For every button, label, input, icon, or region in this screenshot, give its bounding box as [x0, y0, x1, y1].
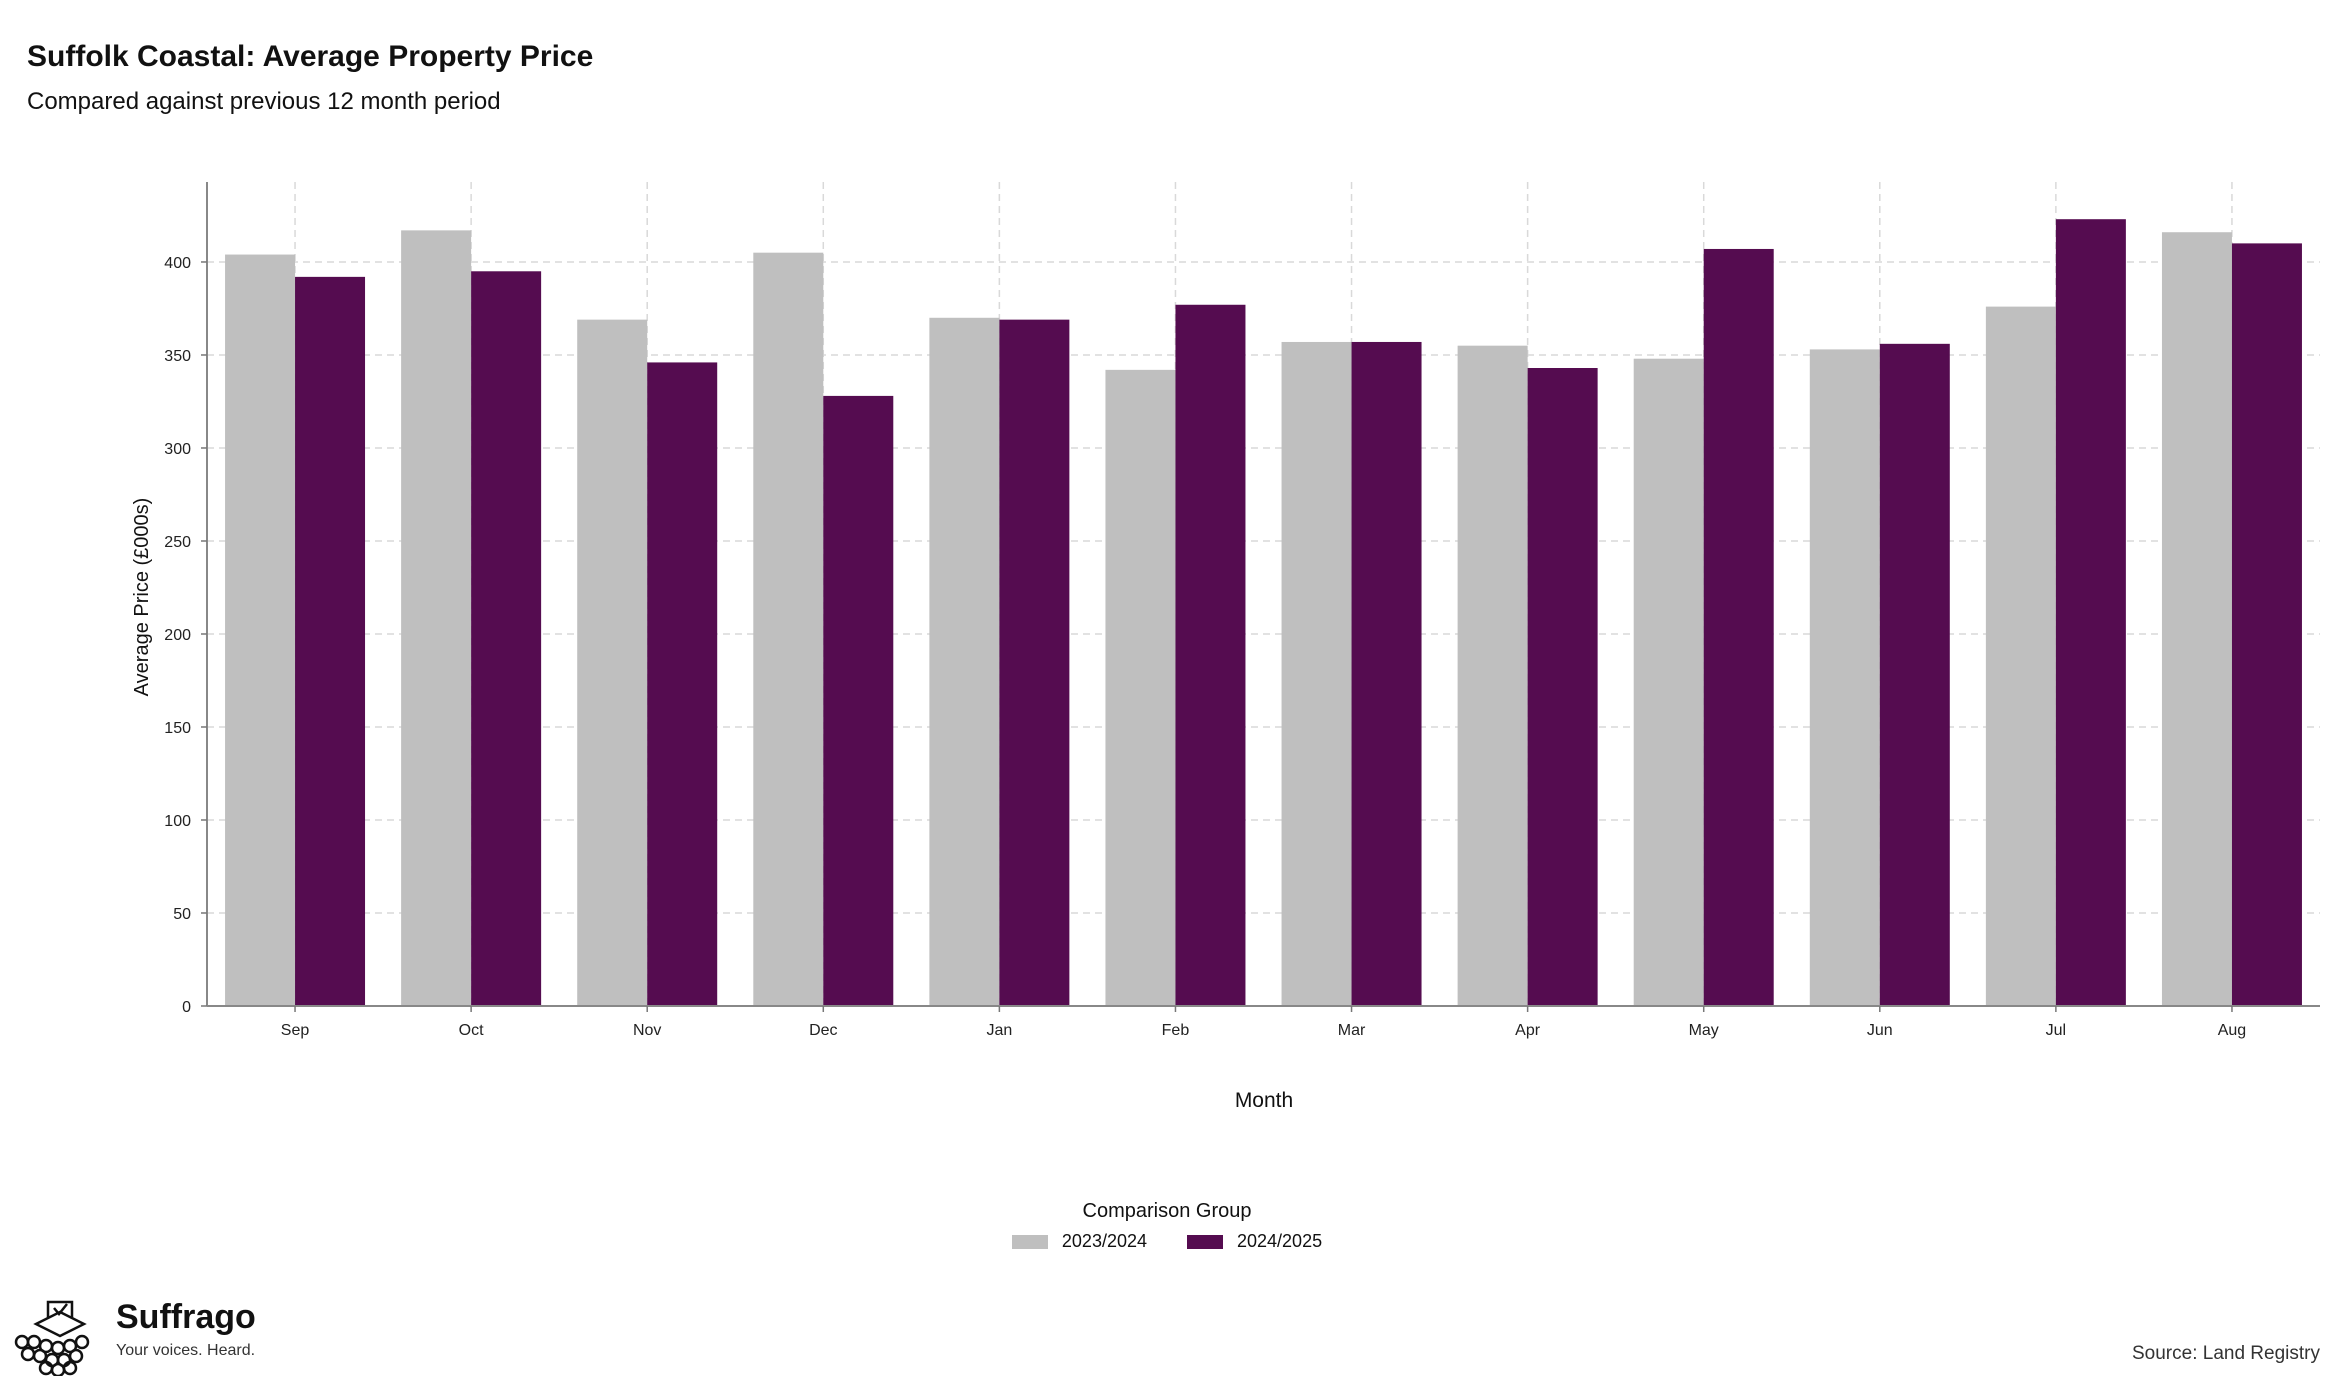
bar-2023-2024-apr [1457, 345, 1528, 1006]
bar-2024-2025-nov [647, 362, 718, 1006]
bar-2024-2025-dec [823, 395, 894, 1007]
chart-subtitle: Compared against previous 12 month perio… [27, 88, 501, 115]
bar-2024-2025-aug [2231, 243, 2302, 1007]
brand-tagline: Your voices. Heard. [116, 1342, 256, 1359]
bar-2023-2024-oct [401, 230, 472, 1006]
bar-2023-2024-nov [577, 319, 648, 1007]
bar-2023-2024-may [1633, 358, 1704, 1006]
bar-2024-2025-may [1703, 248, 1774, 1007]
x-tick-label: Mar [1338, 1022, 1366, 1039]
bar-2023-2024-mar [1281, 341, 1352, 1007]
x-tick-label: Apr [1515, 1022, 1541, 1039]
legend-item-2024-2025: 2024/2025 [1187, 1231, 1322, 1252]
source-note: Source: Land Registry [2132, 1343, 2320, 1364]
y-tick-label: 300 [164, 441, 191, 458]
bar-2023-2024-jun [1809, 349, 1880, 1006]
x-tick-label: Sep [281, 1022, 310, 1039]
bar-2024-2025-jul [2055, 219, 2126, 1006]
bar-2024-2025-sep [295, 276, 366, 1006]
bar-2023-2024-feb [1105, 369, 1176, 1006]
y-axis-ticks: 0 50 100 150 200 250 300 350 400 [164, 255, 207, 1016]
brand-logo: Suffrago Your voices. Heard. [14, 1296, 256, 1376]
bar-2024-2025-apr [1527, 368, 1598, 1006]
bar-2024-2025-oct [471, 271, 542, 1006]
x-tick-label: Oct [459, 1022, 484, 1039]
x-tick-label: Nov [633, 1022, 661, 1039]
bar-chart: 0 50 100 150 200 250 300 350 400 Sep Oct Nov Dec Jan… [131, 182, 2320, 1112]
bar-2023-2024-jan [929, 317, 1000, 1006]
bar-2024-2025-feb [1175, 304, 1246, 1007]
bar-2023-2024-aug [2161, 232, 2232, 1007]
y-axis-title: Average Price (£000s) [131, 498, 153, 697]
legend-item-2023-2024: 2023/2024 [1011, 1231, 1147, 1252]
bars [225, 219, 2302, 1007]
legend-title: Comparison Group [1082, 1200, 1252, 1222]
x-tick-label: Jan [986, 1022, 1012, 1039]
bar-2023-2024-dec [753, 252, 824, 1007]
legend: Comparison Group 2023/2024 2024/2025 [0, 1200, 2334, 1252]
y-tick-label: 250 [164, 534, 191, 551]
x-tick-label: Aug [2218, 1022, 2246, 1039]
bar-2024-2025-jun [1879, 343, 1950, 1006]
legend-label: 2023/2024 [1061, 1231, 1147, 1251]
bar-2024-2025-jan [999, 319, 1070, 1007]
y-tick-label: 0 [182, 999, 191, 1016]
chart-title: Suffolk Coastal: Average Property Price [27, 40, 594, 73]
x-axis-title: Month [1235, 1089, 1293, 1112]
bar-2024-2025-mar [1351, 341, 1422, 1007]
y-tick-label: 200 [164, 627, 191, 644]
brand-name: Suffrago [116, 1298, 256, 1336]
y-tick-label: 50 [173, 906, 191, 923]
y-tick-label: 400 [164, 255, 191, 272]
legend-swatch [1011, 1234, 1048, 1249]
legend-label: 2024/2025 [1237, 1231, 1323, 1251]
x-tick-label: May [1689, 1022, 1719, 1039]
ballot-box-icon [14, 1300, 90, 1376]
bar-2023-2024-sep [225, 254, 296, 1007]
x-tick-label: Jul [2046, 1022, 2066, 1039]
y-tick-label: 350 [164, 348, 191, 365]
y-tick-label: 100 [164, 813, 191, 830]
x-tick-label: Dec [809, 1022, 837, 1039]
x-tick-label: Feb [1162, 1022, 1190, 1039]
x-tick-label: Jun [1867, 1022, 1893, 1039]
y-tick-label: 150 [164, 720, 191, 737]
legend-swatch [1187, 1234, 1223, 1249]
x-axis-ticks: Sep Oct Nov Dec Jan Feb Mar Apr May Jun Jul Aug [281, 1006, 2246, 1039]
bar-2023-2024-jul [1985, 306, 2056, 1006]
axes [206, 182, 2320, 1007]
